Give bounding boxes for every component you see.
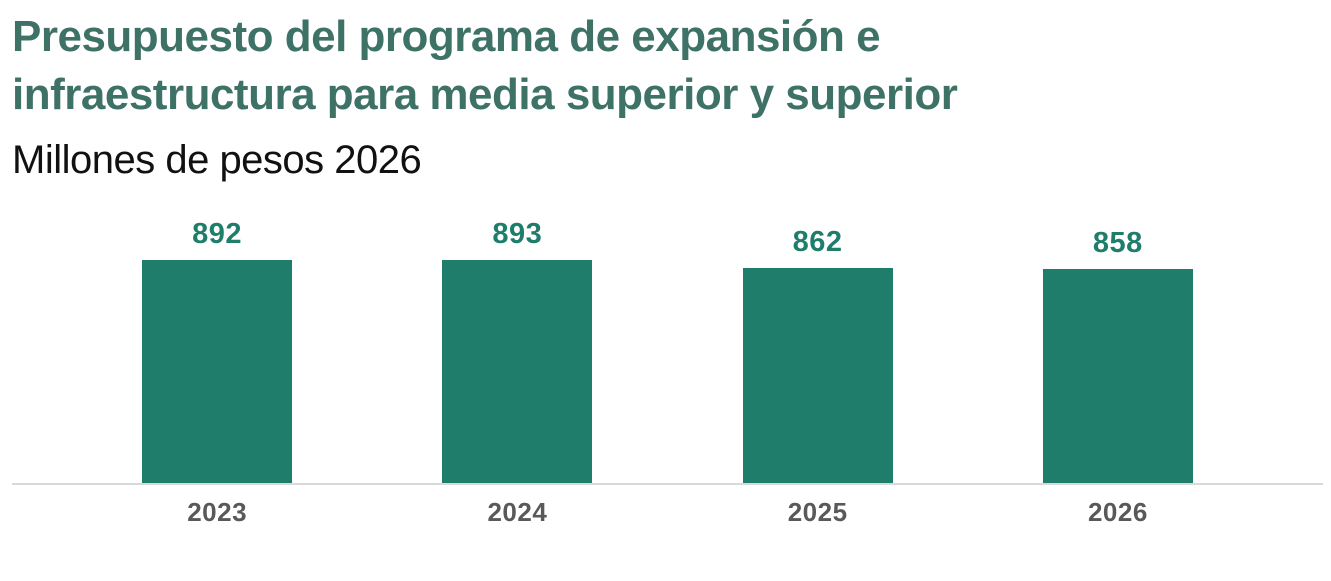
x-axis-tick-label: 2026 — [1087, 497, 1148, 528]
bar-group-2023: 892 — [67, 213, 367, 484]
bar-group-2024: 893 — [367, 213, 667, 484]
bar-value-label: 893 — [492, 217, 543, 250]
bar — [1042, 268, 1193, 484]
bar-chart: 892 893 862 858 2023 2024 2025 2026 — [12, 213, 1323, 528]
bar-value-label: 862 — [792, 225, 843, 258]
x-axis-tick-labels: 2023 2024 2025 2026 — [12, 497, 1323, 528]
bar-value-label: 892 — [192, 218, 243, 251]
chart-title: Presupuesto del programa de expansión e … — [12, 12, 958, 120]
bar-group-2025: 862 — [668, 213, 968, 484]
x-axis-tick-label: 2024 — [487, 497, 548, 528]
x-axis-tick-label: 2025 — [787, 497, 848, 528]
bar-value-label: 858 — [1092, 226, 1143, 259]
bar — [742, 267, 893, 484]
plot-area: 892 893 862 858 — [12, 213, 1323, 486]
bar-group-2026: 858 — [968, 213, 1268, 484]
bar — [142, 260, 293, 484]
chart-subtitle: Millones de pesos 2026 — [12, 138, 422, 183]
x-axis-tick-label: 2023 — [187, 497, 248, 528]
bar — [442, 259, 593, 484]
